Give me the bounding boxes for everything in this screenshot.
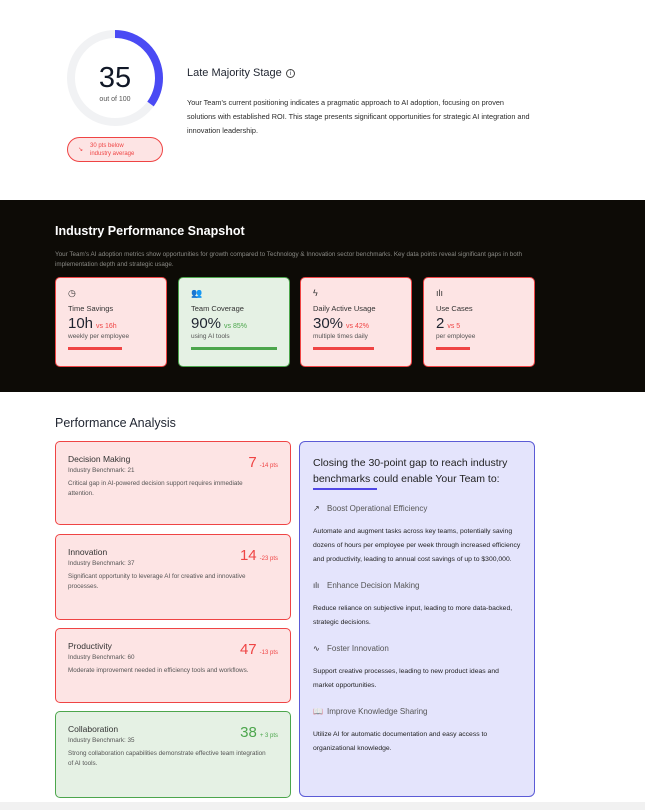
metric-sub: weekly per employee xyxy=(68,333,130,340)
benefit-title-text: Enhance Decision Making xyxy=(327,581,420,590)
benefits-panel: Closing the 30-point gap to reach indust… xyxy=(299,441,535,797)
score-gauge xyxy=(67,30,163,126)
comparison-line1: 30 pts below xyxy=(90,143,124,149)
bar-chart-icon: ılı xyxy=(313,581,320,590)
metric-card: 👥 Team Coverage 90% vs 85% using AI tools xyxy=(178,277,290,367)
analysis-score-diff: -23 pts xyxy=(259,556,278,562)
analysis-card: Collaboration Industry Benchmark: 35 Str… xyxy=(55,711,291,798)
analysis-benchmark: Industry Benchmark: 37 xyxy=(68,560,135,567)
score-gauge-arc xyxy=(67,30,163,126)
analysis-card-title: Decision Making xyxy=(68,454,131,464)
metric-progress-bar xyxy=(191,347,277,350)
metric-benchmark: vs 16h xyxy=(96,323,117,330)
metric-label: Daily Active Usage xyxy=(313,304,376,313)
analysis-card-title: Collaboration xyxy=(68,724,119,734)
metric-progress-bar xyxy=(68,347,122,350)
metric-label: Time Savings xyxy=(68,304,114,313)
trending-up-icon: ↗ xyxy=(313,504,320,513)
heading-underline xyxy=(313,488,377,490)
arrow-down-right-icon: ↘ xyxy=(78,147,84,153)
benefit-title-text: Improve Knowledge Sharing xyxy=(327,707,428,716)
analysis-benchmark: Industry Benchmark: 21 xyxy=(68,467,135,474)
activity-icon: ∿ xyxy=(313,644,320,653)
metric-value-text: 30% xyxy=(313,315,344,332)
metric-value-text: 10h xyxy=(68,315,94,332)
metric-card: ϟ Daily Active Usage 30% vs 42% multiple … xyxy=(300,277,412,367)
metric-value: 30% vs 42% xyxy=(313,315,399,332)
analysis-score-diff: -13 pts xyxy=(259,650,278,656)
analysis-card-title: Productivity xyxy=(68,641,112,651)
analysis-description: Critical gap in AI-powered decision supp… xyxy=(68,480,243,497)
bar-chart-icon: ılı xyxy=(436,288,444,298)
book-open-icon: 📖 xyxy=(313,707,323,716)
benefit-title: ↗ Boost Operational Efficiency xyxy=(313,504,521,513)
benefit-text: Automate and augment tasks across key te… xyxy=(313,528,521,563)
analysis-score: 47 -13 pts xyxy=(240,641,278,658)
analysis-title: Performance Analysis xyxy=(55,416,176,430)
analysis-description: Moderate improvement needed in efficienc… xyxy=(68,667,249,674)
metric-benchmark: vs 85% xyxy=(224,323,247,330)
footer-strip xyxy=(0,802,645,810)
benefit-title: 📖 Improve Knowledge Sharing xyxy=(313,707,521,716)
metric-value-text: 90% xyxy=(191,315,222,332)
analysis-description: Strong collaboration capabilities demons… xyxy=(68,750,266,767)
analysis-score: 7 -14 pts xyxy=(248,454,278,471)
info-icon[interactable]: i xyxy=(285,69,295,78)
users-icon: 👥 xyxy=(191,288,203,298)
metric-progress-bar xyxy=(436,347,471,350)
benefit-title-text: Boost Operational Efficiency xyxy=(327,504,428,513)
analysis-card: Decision Making Industry Benchmark: 21 C… xyxy=(55,441,291,525)
snapshot-title: Industry Performance Snapshot xyxy=(55,224,245,238)
benefit-text: Reduce reliance on subjective input, lea… xyxy=(313,605,513,626)
analysis-score-value: 14 xyxy=(239,547,257,564)
metric-value-text: 2 xyxy=(436,315,445,332)
analysis-card: Innovation Industry Benchmark: 37 Signif… xyxy=(55,534,291,620)
metric-sub: using AI tools xyxy=(191,333,230,340)
metric-value: 90% vs 85% xyxy=(191,315,277,332)
zap-icon: ϟ xyxy=(313,288,318,298)
analysis-score-diff: + 3 pts xyxy=(259,733,278,739)
benefit-text: Utilize AI for automatic documentation a… xyxy=(313,731,488,752)
analysis-score-value: 47 xyxy=(239,641,257,658)
metric-progress-bar xyxy=(313,347,375,350)
metric-card: ◷ Time Savings 10h vs 16h weekly per empl… xyxy=(55,277,167,367)
benefit-title: ılı Enhance Decision Making xyxy=(313,581,521,590)
metric-value: 2 vs 5 xyxy=(436,315,522,332)
analysis-benchmark: Industry Benchmark: 35 xyxy=(68,737,135,744)
analysis-description: Significant opportunity to leverage AI f… xyxy=(68,573,246,590)
metric-sub: multiple times daily xyxy=(313,333,368,340)
stage-title: Late Majority Stage i xyxy=(187,67,295,79)
analysis-card-title: Innovation xyxy=(68,547,108,557)
stage-title-text: Late Majority Stage xyxy=(187,67,282,79)
analysis-score: 38 + 3 pts xyxy=(240,724,278,741)
metric-card: ılı Use Cases 2 vs 5 per employee xyxy=(423,277,535,367)
metric-benchmark: vs 42% xyxy=(346,323,369,330)
score-max-label: out of 100 xyxy=(99,96,131,103)
benefits-heading: Closing the 30-point gap to reach indust… xyxy=(313,457,508,485)
snapshot-description: Your Team's AI adoption metrics show opp… xyxy=(55,251,522,268)
score-value: 35 xyxy=(98,62,132,94)
benefit-title-text: Foster Innovation xyxy=(327,644,389,653)
stage-description: Your Team's current positioning indicate… xyxy=(187,98,530,135)
analysis-score-value: 38 xyxy=(240,724,257,741)
benefit-title: ∿ Foster Innovation xyxy=(313,644,521,653)
analysis-score-value: 7 xyxy=(248,454,257,471)
metric-label: Use Cases xyxy=(436,304,473,313)
snapshot-section: Industry Performance Snapshot Your Team'… xyxy=(0,200,645,392)
analysis-benchmark: Industry Benchmark: 60 xyxy=(68,654,135,661)
analysis-score: 14 -23 pts xyxy=(240,547,278,564)
analysis-card: Productivity Industry Benchmark: 60 Mode… xyxy=(55,628,291,703)
metric-benchmark: vs 5 xyxy=(447,323,461,330)
metric-label: Team Coverage xyxy=(191,304,244,313)
comparison-badge: ↘ 30 pts below industry average xyxy=(67,137,163,162)
comparison-line2: industry average xyxy=(90,151,135,157)
metric-value: 10h vs 16h xyxy=(68,315,154,332)
analysis-score-diff: -14 pts xyxy=(259,463,278,469)
metric-sub: per employee xyxy=(436,333,476,340)
clock-icon: ◷ xyxy=(68,288,76,298)
benefit-text: Support creative processes, leading to n… xyxy=(313,668,499,689)
